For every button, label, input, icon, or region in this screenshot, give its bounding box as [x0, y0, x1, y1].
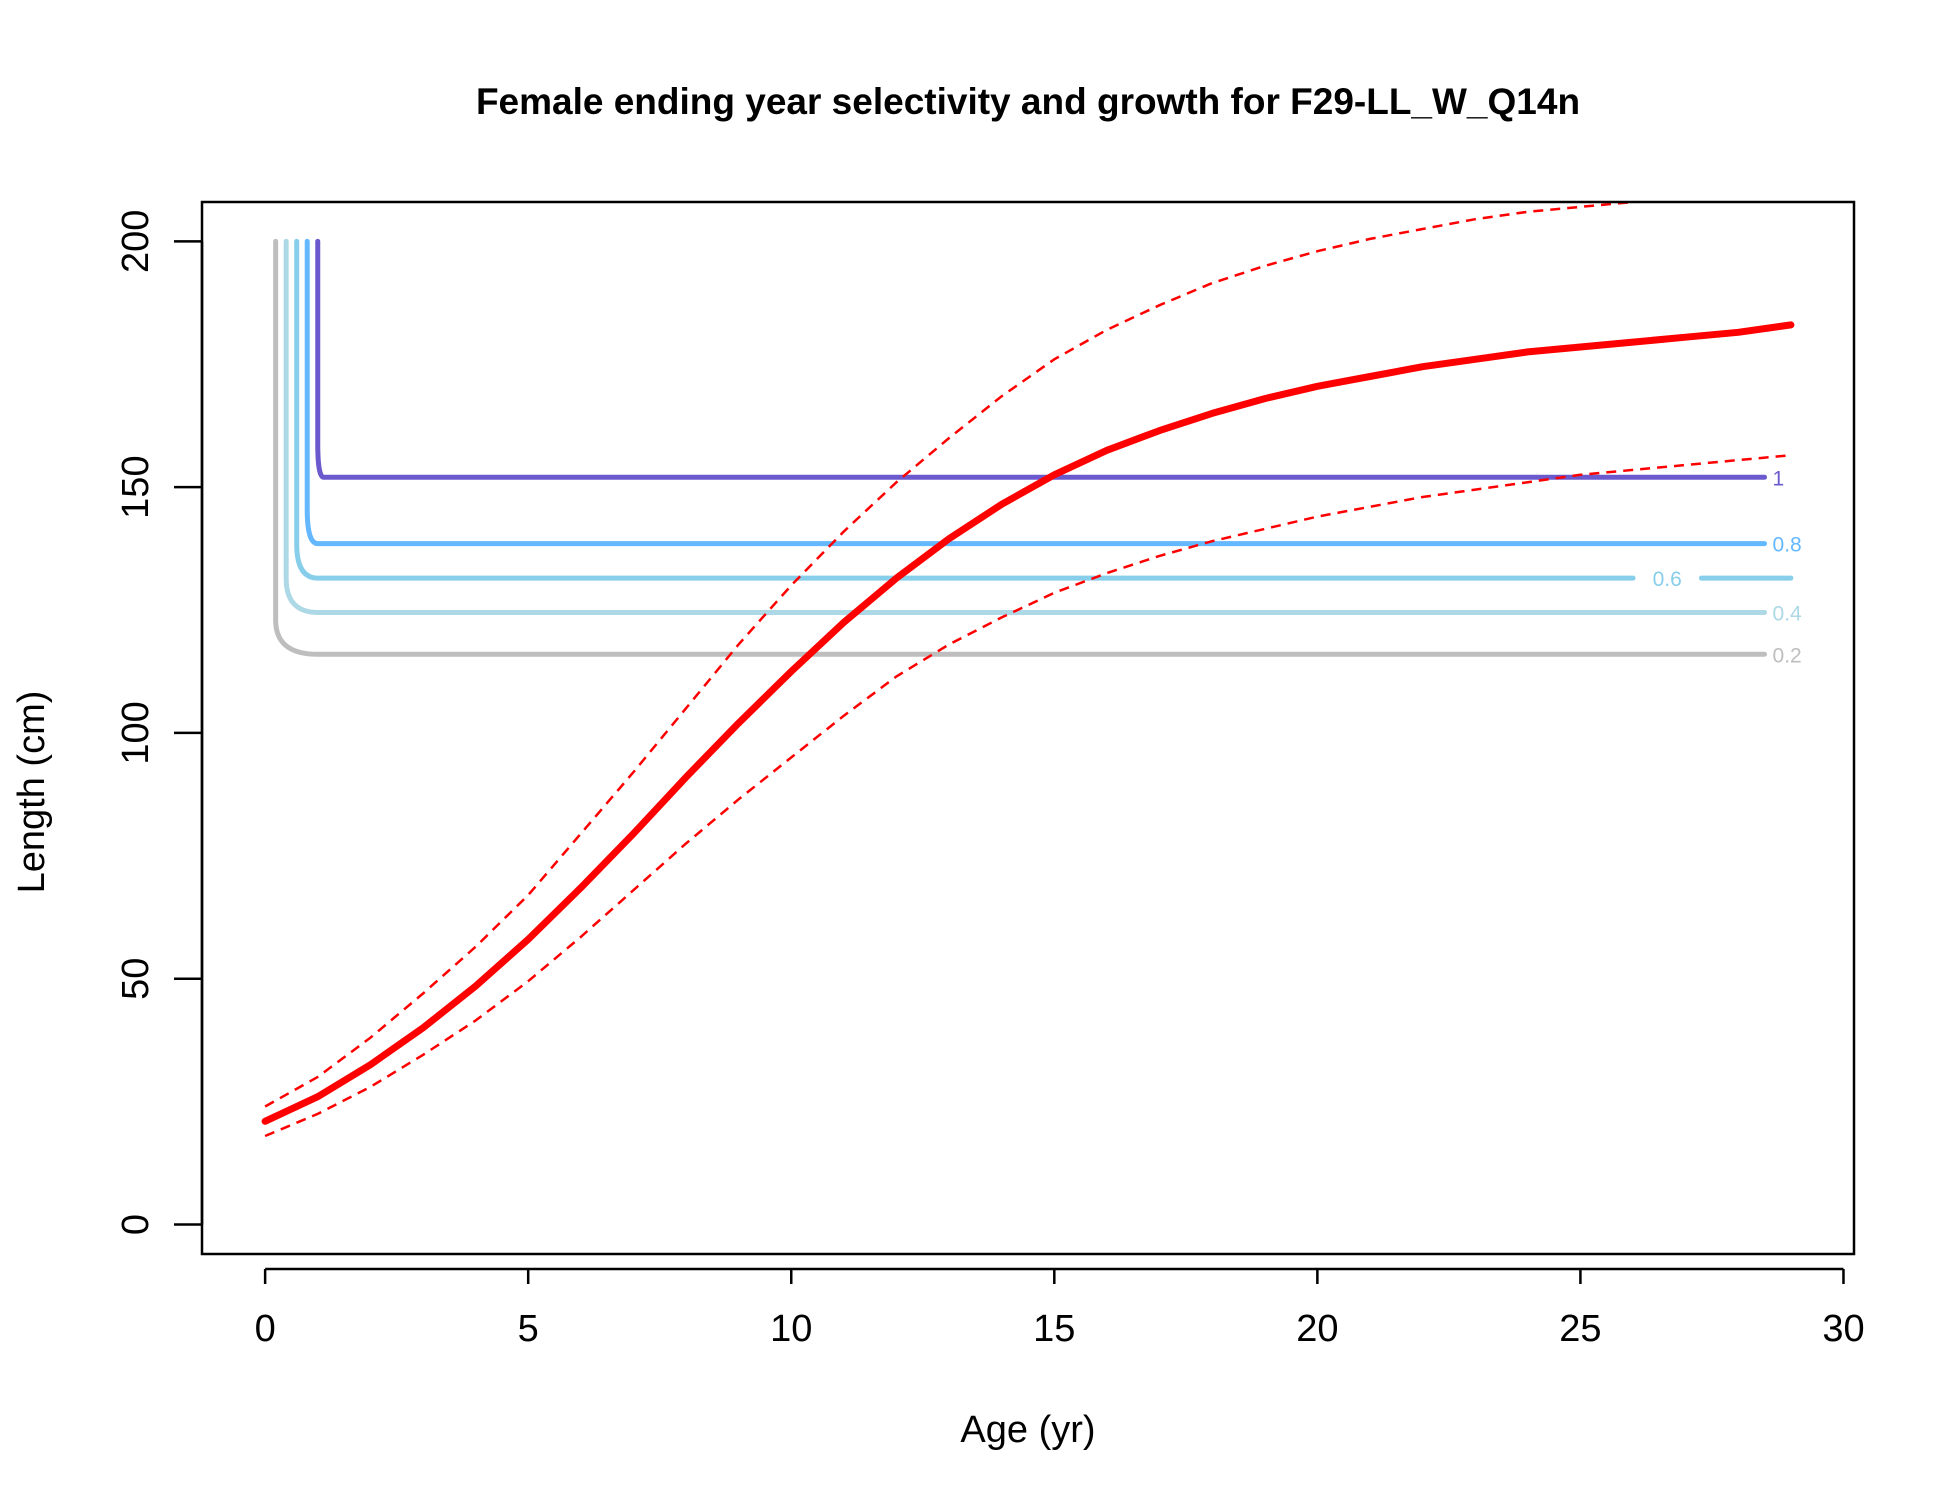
growth-lower-ci-line: [264, 453, 1792, 1138]
selectivity-contour-level-0-2: [273, 238, 1768, 657]
selectivity-contour-level-0-6: [294, 238, 1794, 581]
y-tick-label-50: 50: [115, 958, 157, 1000]
x-tick-label-10: 10: [770, 1308, 812, 1350]
contour-label-level-0-2: 0.2: [1773, 644, 1802, 667]
selectivity-contour-level-1: [315, 238, 1768, 480]
x-tick-label-0: 0: [255, 1308, 276, 1350]
y-tick-label-200: 200: [115, 210, 157, 273]
x-tick-label-5: 5: [518, 1308, 539, 1350]
plot-marks: 0.2 0.4 0.6 0.8 1: [261, 202, 1803, 1138]
y-tick-label-0: 0: [115, 1214, 157, 1235]
contour-label-level-0-8: 0.8: [1773, 534, 1802, 557]
y-axis: 0 50 100 150 200: [115, 210, 204, 1235]
x-tick-label-20: 20: [1296, 1308, 1338, 1350]
x-axis-label: Age (yr): [960, 1409, 1095, 1451]
y-tick-label-150: 150: [115, 455, 157, 518]
growth-mean-line: [261, 321, 1795, 1125]
selectivity-contour-level-0-8: [304, 238, 1768, 547]
x-tick-label-15: 15: [1033, 1308, 1075, 1350]
contour-label-level-1: 1: [1773, 467, 1785, 490]
y-tick-label-100: 100: [115, 701, 157, 764]
contour-label-level-0-6: 0.6: [1653, 568, 1682, 591]
chart-title: Female ending year selectivity and growt…: [476, 81, 1580, 122]
x-tick-label-30: 30: [1822, 1308, 1864, 1350]
growth-upper-ci-line: [264, 202, 1647, 1108]
y-axis-label: Length (cm): [11, 691, 53, 894]
x-axis: 0 5 10 15 20 25 30: [255, 1267, 1865, 1350]
selectivity-contour-level-0-4: [283, 238, 1768, 615]
contour-label-level-0-4: 0.4: [1773, 602, 1803, 625]
x-tick-label-25: 25: [1559, 1308, 1601, 1350]
plot-clipped-group: [261, 202, 1795, 1138]
